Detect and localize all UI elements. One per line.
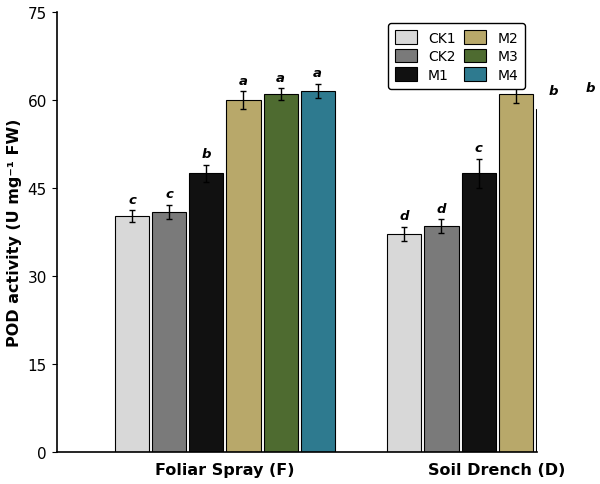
Bar: [461, 174, 496, 453]
Bar: [152, 212, 186, 453]
Bar: [387, 234, 421, 453]
Text: b: b: [202, 148, 211, 161]
Text: c: c: [475, 142, 482, 155]
Text: c: c: [165, 187, 173, 200]
Text: b: b: [585, 82, 595, 95]
Bar: [573, 106, 600, 453]
Text: d: d: [437, 202, 446, 215]
Text: a: a: [511, 69, 520, 81]
Text: d: d: [400, 210, 409, 223]
Text: a: a: [239, 75, 248, 87]
Bar: [301, 92, 335, 453]
Text: a: a: [313, 67, 322, 80]
Text: c: c: [128, 193, 136, 206]
Bar: [499, 95, 533, 453]
Text: a: a: [276, 72, 285, 84]
Text: b: b: [548, 85, 557, 98]
Y-axis label: POD activity (U mg⁻¹ FW): POD activity (U mg⁻¹ FW): [7, 119, 22, 347]
Bar: [115, 217, 149, 453]
Bar: [263, 95, 298, 453]
Bar: [189, 174, 223, 453]
Bar: [536, 109, 570, 453]
Bar: [226, 101, 260, 453]
Legend: CK1, CK2, M1, M2, M3, M4: CK1, CK2, M1, M2, M3, M4: [388, 24, 525, 90]
Bar: [424, 227, 458, 453]
